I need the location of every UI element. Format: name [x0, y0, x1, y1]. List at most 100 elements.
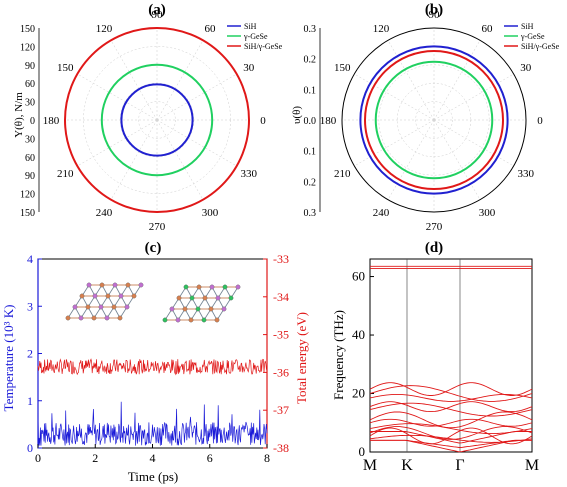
panel-b-label: (b)	[425, 2, 443, 18]
md-x-tick-label: 2	[92, 451, 98, 465]
md-y-tick-label-right: -37	[273, 403, 289, 417]
polar-a-r-tick-label: 90	[25, 61, 35, 72]
polar-b-spoke	[354, 73, 435, 121]
md-y-tick-label-right: -35	[273, 328, 289, 342]
md-ylabel-right: Total energy (eV)	[294, 312, 309, 404]
polar-a-legend-label: SiH	[244, 22, 257, 31]
md-structure-atom	[112, 282, 118, 288]
md-structure-atom	[85, 304, 91, 310]
phonon-band	[369, 426, 533, 440]
polar-a-spoke	[156, 40, 204, 121]
panel-c-label: (c)	[145, 240, 162, 256]
phonon-band	[369, 402, 533, 417]
phonon-band	[369, 385, 533, 402]
polar-b-legend-label: γ-GeSe	[520, 32, 545, 41]
md-structure-atom	[189, 295, 195, 301]
polar-a-spoke	[156, 119, 204, 200]
polar-a-angle-tick-label: 300	[202, 207, 219, 219]
md-structure-atom	[124, 304, 130, 310]
polar-b-series-1	[374, 60, 494, 180]
md-structure-atom	[228, 295, 234, 301]
polar-b-angle-tick-label: 60	[482, 23, 494, 35]
polar-b-series-0	[359, 45, 509, 195]
md-structure-atom	[99, 282, 105, 288]
phonon-band	[370, 431, 532, 444]
polar-b-ylabel: υ(θ)	[291, 106, 303, 124]
polar-a-legend-label: SiH/γ-GeSe	[244, 42, 283, 51]
polar-a-spoke	[110, 40, 158, 121]
polar-a-r-tick-label: 90	[25, 171, 35, 182]
phonon-kpoint-label: M	[363, 457, 377, 474]
md-structure-atom	[169, 306, 175, 312]
phonon-kpoint-label: Γ	[455, 457, 464, 474]
md-structure-atom	[162, 317, 168, 323]
phonon-kpoint-label: M	[525, 457, 539, 474]
md-structure-atom	[72, 304, 78, 310]
polar-b-spoke	[354, 119, 435, 167]
phonon-ylabel: Frequency (THz)	[331, 310, 346, 400]
md-structure-atom	[209, 284, 215, 290]
md-structure-inset	[162, 284, 241, 323]
md-structure-atom	[79, 293, 85, 299]
md-structure-atom	[235, 284, 241, 290]
polar-a-angle-tick-label: 0	[260, 115, 266, 127]
polar-chart-a: 0306090120150180210240270300330150120906…	[20, 9, 283, 233]
polar-a-series-0	[120, 83, 194, 157]
polar-b-angle-tick-label: 240	[373, 207, 390, 219]
md-structure-atom	[188, 317, 194, 323]
polar-b-spoke	[433, 119, 481, 200]
polar-a-r-tick-label: 150	[20, 208, 35, 219]
md-structure-atom	[92, 293, 98, 299]
polar-a-series-1	[100, 63, 214, 177]
polar-a-spoke	[77, 119, 158, 167]
polar-a-r-tick-label: 0	[30, 116, 35, 127]
polar-b-r-tick-label: 0.2	[304, 55, 317, 66]
polar-b-r-tick-label: 0.0	[304, 116, 317, 127]
polar-b-spoke	[387, 119, 435, 200]
md-x-tick-label: 0	[35, 451, 41, 465]
polar-a-r-tick-label: 60	[25, 153, 35, 164]
md-structure-atom	[131, 293, 137, 299]
polar-b-angle-tick-label: 0	[537, 115, 543, 127]
md-structure-atom	[98, 304, 104, 310]
polar-chart-b: 0 30 60 90 120 150 180 210 240 270 300 330 0.3 0.2 0.1…	[304, 9, 560, 233]
phonon-plot-frame	[369, 258, 533, 453]
md-x-tick-label: 4	[150, 451, 156, 465]
md-y-tick-label-right: -33	[273, 252, 289, 266]
polar-a-angle-tick-label: 180	[43, 115, 60, 127]
md-structure-atom	[111, 304, 117, 310]
polar-b-grid-circle	[415, 101, 453, 139]
polar-b-angle-tick-label: 330	[518, 168, 535, 180]
polar-b-r-tick-label: 0.1	[304, 147, 317, 158]
phonon-y-tick-label: 40	[352, 327, 365, 342]
phonon-band	[369, 427, 533, 445]
md-structure-atom	[215, 295, 221, 301]
polar-a-r-tick-label: 30	[25, 98, 35, 109]
polar-a-angle-tick-label: 270	[149, 221, 166, 233]
md-y-tick-label-right: -36	[273, 365, 289, 379]
md-structure-atom	[201, 317, 207, 323]
polar-b-angle-tick-label: 90	[429, 9, 441, 21]
polar-b-spoke	[433, 73, 514, 121]
polar-b-angle-tick-label: 120	[373, 23, 390, 35]
polar-b-spoke	[433, 40, 481, 121]
md-structure-atom	[196, 284, 202, 290]
polar-a-angle-tick-label: 210	[57, 168, 74, 180]
md-structure-atom	[86, 282, 92, 288]
md-xlabel: Time (ps)	[128, 469, 178, 484]
panel-a-label: (a)	[148, 2, 166, 18]
polar-b-grid-circle	[378, 64, 490, 176]
md-structure-atom	[221, 306, 227, 312]
phonon-y-tick-label: 20	[352, 386, 365, 401]
polar-b-angle-tick-label: 210	[334, 168, 351, 180]
polar-a-r-tick-label: 120	[20, 190, 35, 201]
polar-a-r-tick-label: 30	[25, 134, 35, 145]
phonon-y-tick-label: 60	[352, 269, 365, 284]
polar-b-angle-tick-label: 150	[334, 62, 351, 74]
md-structure-atom	[65, 315, 71, 321]
polar-b-angle-tick-label: 270	[426, 221, 443, 233]
polar-b-legend-label: SiH	[521, 22, 534, 31]
polar-a-spoke	[156, 73, 237, 121]
polar-a-grid-circle	[138, 101, 176, 139]
md-y-tick-label-right: -34	[273, 290, 289, 304]
